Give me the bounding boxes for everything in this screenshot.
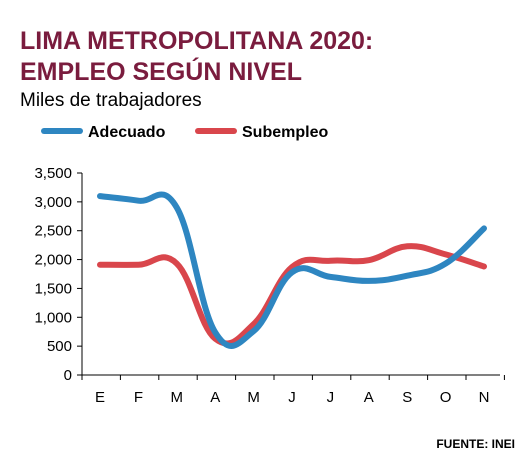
x-tick-label: N (479, 389, 490, 406)
legend-label-adecuado: Adecuado (88, 124, 166, 141)
x-tick-label: A (210, 389, 220, 406)
y-tick-label: 500 (47, 338, 72, 355)
series-subempleo (97, 243, 487, 347)
axes: 0 500 1,000 1,500 2,000 2,500 3,000 3,500 E F M A M J… (34, 165, 505, 406)
y-tick-label: 1,500 (34, 280, 72, 297)
legend-label-subempleo: Subempleo (242, 124, 328, 141)
y-tick-label: 2,000 (34, 252, 72, 269)
series-layer (97, 191, 487, 349)
chart-title-line-2: EMPLEO SEGÚN NIVEL (20, 58, 302, 86)
y-tick-label: 2,500 (34, 223, 72, 240)
y-tick-label: 1,000 (34, 309, 72, 326)
source-note: FUENTE: INEI (436, 437, 515, 451)
y-tick-label: 3,500 (34, 165, 72, 182)
x-tick-label: M (247, 389, 260, 406)
x-tick-label: A (364, 389, 374, 406)
series-line-subempleo (97, 243, 487, 347)
x-tick-label: J (327, 389, 335, 406)
y-tick-label: 0 (64, 367, 72, 384)
x-tick-label: O (440, 389, 452, 406)
x-tick-label: E (95, 389, 105, 406)
x-tick-label: S (402, 389, 412, 406)
legend-item-adecuado: Adecuado (41, 124, 166, 141)
series-line-adecuado (97, 191, 487, 349)
legend: Adecuado Subempleo (41, 124, 328, 141)
legend-item-subempleo: Subempleo (195, 124, 328, 141)
y-tick-label: 3,000 (34, 194, 72, 211)
series-adecuado (97, 191, 487, 349)
x-tick-label: M (171, 389, 184, 406)
chart-subtitle: Miles de trabajadores (20, 90, 202, 111)
chart-title-line-1: LIMA METROPOLITANA 2020: (20, 27, 374, 55)
x-tick-label: J (288, 389, 296, 406)
chart-title: LIMA METROPOLITANA 2020: EMPLEO SEGÚN NI… (20, 26, 373, 88)
x-tick-label: F (134, 389, 143, 406)
